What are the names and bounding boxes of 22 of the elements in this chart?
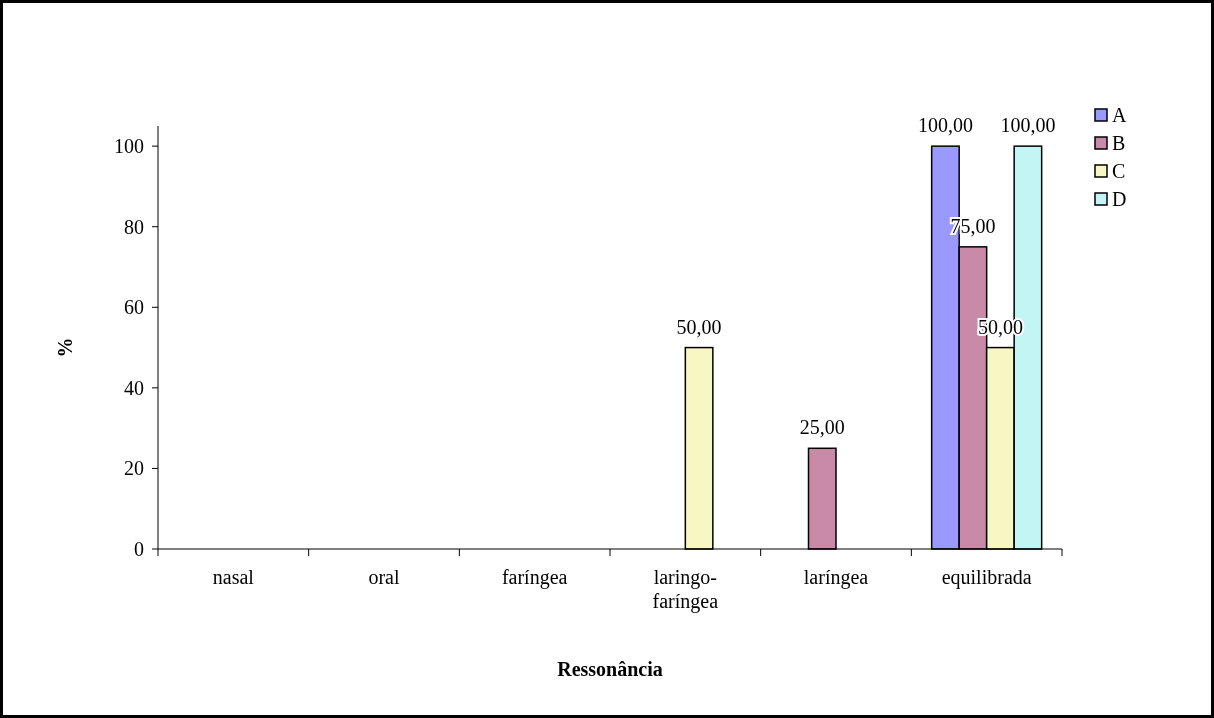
data-label: 25,00 (799, 416, 845, 439)
y-tick-label: 80 (124, 215, 144, 238)
x-tick-label: laríngea (803, 566, 869, 589)
x-tick-label: equilibrada (941, 566, 1032, 589)
legend-label: A (1112, 104, 1127, 126)
x-axis-title: Ressonância (557, 658, 663, 680)
legend-label: D (1112, 188, 1127, 210)
legend-label: C (1112, 160, 1126, 182)
data-label: 50,00 (676, 315, 722, 338)
y-tick-label: 60 (124, 296, 144, 319)
x-tick-label: oral (368, 566, 400, 588)
legend-label: B (1112, 132, 1126, 154)
data-label: 100,00 (1000, 114, 1056, 137)
data-label: 100,00 (917, 114, 973, 137)
y-tick-label: 100 (114, 135, 144, 158)
x-tick-label: laringo-faríngea (652, 566, 719, 613)
y-axis-title: % (54, 337, 76, 358)
y-tick-label: 0 (134, 538, 144, 560)
y-tick-label: 40 (124, 376, 144, 399)
y-tick-label: 20 (124, 457, 144, 480)
x-tick-label: faríngea (501, 566, 568, 589)
x-tick-label: nasal (212, 566, 255, 588)
